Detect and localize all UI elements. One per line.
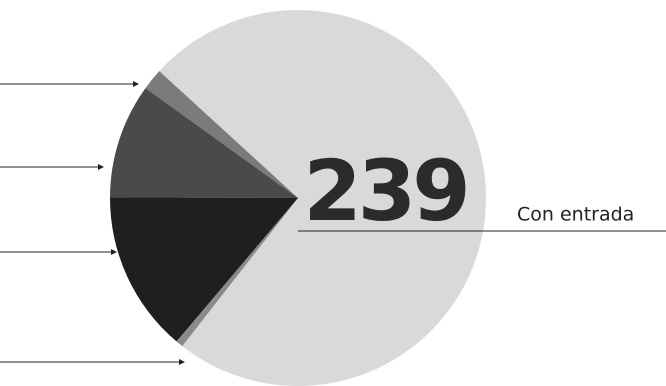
pie [109, 9, 486, 386]
pie-slice [145, 71, 298, 198]
pie-slice [109, 197, 298, 342]
pie-slice [176, 198, 298, 347]
slice-label: Con entrada [517, 204, 634, 226]
pointer-lines [0, 81, 666, 365]
pie-slice [159, 9, 486, 386]
pie-slice [110, 88, 299, 198]
big-number: 239 [303, 142, 466, 240]
